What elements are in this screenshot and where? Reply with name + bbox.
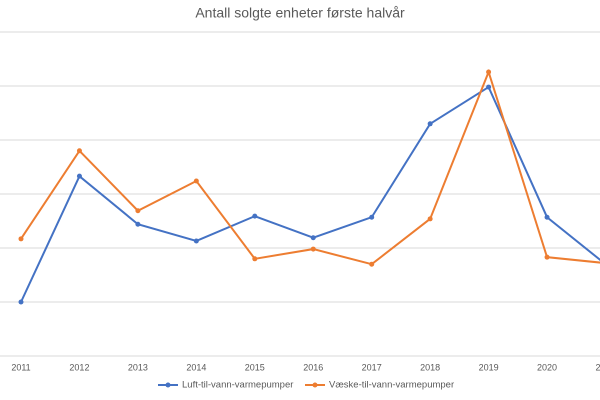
legend-label: Luft-til-vann-varmepumper (182, 380, 293, 391)
x-tick-label: 2017 (362, 362, 382, 372)
series-line (20, 68, 600, 266)
data-point (544, 214, 550, 220)
x-tick-label: 2016 (303, 362, 323, 372)
x-tick-label: 2013 (128, 362, 148, 372)
x-tick-label: 2012 (69, 362, 89, 372)
data-point (427, 216, 433, 222)
x-tick-label: 2015 (245, 362, 265, 372)
x-tick-label: 2019 (479, 362, 499, 372)
legend-marker (165, 382, 171, 388)
data-point (427, 121, 433, 127)
data-point (18, 236, 24, 242)
chart-title: Antall solgte enheter første halvår (195, 5, 405, 21)
data-point (18, 299, 24, 305)
data-point (486, 69, 492, 75)
data-point (252, 256, 258, 262)
legend-label: Væske-til-vann-varmepumper (329, 380, 454, 391)
legend-marker (312, 382, 318, 388)
data-point (193, 178, 199, 184)
data-point (310, 246, 316, 252)
x-tick-label: 2014 (186, 362, 206, 372)
x-tick-label: 2021 (595, 362, 600, 372)
data-point (310, 235, 316, 241)
x-tick-label: 2020 (537, 362, 557, 372)
data-point (544, 254, 550, 260)
data-point (76, 173, 82, 179)
data-point (76, 148, 82, 154)
x-tick-label: 2018 (420, 362, 440, 372)
data-point (486, 84, 492, 90)
data-point (135, 208, 141, 214)
data-point (369, 261, 375, 267)
series-line (20, 85, 600, 303)
data-point (135, 221, 141, 227)
data-point (369, 214, 375, 220)
data-point (252, 213, 258, 219)
x-tick-label: 2011 (11, 362, 30, 372)
data-point (193, 238, 199, 244)
